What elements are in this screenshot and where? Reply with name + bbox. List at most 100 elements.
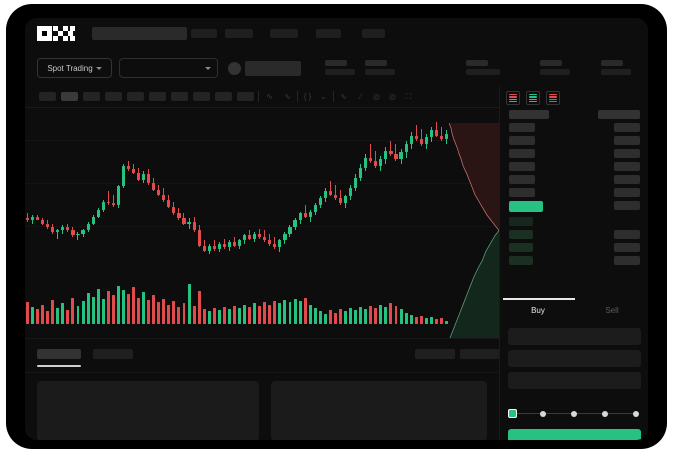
nav-item-derivatives[interactable] xyxy=(270,29,298,38)
timeframe-button-4[interactable] xyxy=(105,92,122,101)
candle-body xyxy=(207,245,211,251)
search-input[interactable] xyxy=(92,27,187,40)
indicator-icon[interactable]: ∿ xyxy=(266,92,273,101)
line-chart-icon[interactable]: ∿ xyxy=(340,92,347,101)
tab-sell[interactable]: Sell xyxy=(605,306,619,315)
volume-bar xyxy=(137,297,141,324)
market-type-select[interactable]: Spot Trading xyxy=(37,58,112,78)
orderbook-bid-row[interactable] xyxy=(509,230,533,239)
orderbook-bid-row[interactable] xyxy=(614,230,640,239)
tab-open-orders[interactable] xyxy=(37,349,81,359)
timeframe-button-6[interactable] xyxy=(149,92,166,101)
nav-item-more[interactable] xyxy=(362,29,385,38)
candle-body xyxy=(273,243,277,248)
orderbook-rows[interactable] xyxy=(500,110,648,295)
trading-pair-select[interactable] xyxy=(119,58,218,78)
price-chart[interactable] xyxy=(25,108,499,338)
tab-order-history[interactable] xyxy=(93,349,133,359)
nav-item-earn[interactable] xyxy=(316,29,341,38)
order-percent-slider[interactable] xyxy=(508,408,641,420)
volume-bar xyxy=(424,318,428,324)
candle-body xyxy=(394,154,398,160)
orderbook-bid-row[interactable] xyxy=(509,243,533,252)
slider-dot[interactable] xyxy=(540,410,546,417)
candlestick xyxy=(177,108,181,268)
timeframe-button-3[interactable] xyxy=(83,92,100,101)
chevron-down-icon[interactable]: ⌄ xyxy=(320,92,327,101)
volume-bar xyxy=(394,305,398,324)
drawing-icon[interactable]: ∕ xyxy=(359,92,362,101)
candle-wick xyxy=(339,189,341,205)
orderbook-ask-row[interactable] xyxy=(509,136,535,145)
orderbook-bid-row[interactable] xyxy=(509,256,533,265)
order-price-field[interactable] xyxy=(508,328,641,345)
orderbook-ask-row[interactable] xyxy=(614,188,640,197)
timeframe-button-8[interactable] xyxy=(193,92,210,101)
volume-bar xyxy=(51,300,55,324)
orderbook-mode-both[interactable] xyxy=(506,91,520,105)
toolbar-divider xyxy=(297,91,298,102)
timeframe-button-10[interactable] xyxy=(237,92,254,101)
fullscreen-icon[interactable]: ⛶ xyxy=(405,92,412,101)
orderbook-ask-row[interactable] xyxy=(614,149,640,158)
order-total-field[interactable] xyxy=(508,372,641,389)
nav-item-markets[interactable] xyxy=(191,29,217,38)
orderbook-mode-bids[interactable] xyxy=(526,91,540,105)
volume-bar xyxy=(202,309,206,324)
orderbook-ask-row[interactable] xyxy=(509,123,535,132)
orderbook-ask-row[interactable] xyxy=(614,123,640,132)
candlestick xyxy=(66,108,70,268)
candle-body xyxy=(66,226,70,231)
volume-bar xyxy=(127,294,130,324)
candle-wick xyxy=(249,230,251,241)
timeframe-button-9[interactable] xyxy=(215,92,232,101)
place-order-button[interactable] xyxy=(508,429,641,440)
slider-dot[interactable] xyxy=(602,410,608,417)
volume-bar xyxy=(369,305,373,324)
orderbook-ask-row[interactable] xyxy=(614,201,640,210)
candle-body xyxy=(278,240,282,248)
volume-bar xyxy=(187,284,191,324)
orderbook-bid-row[interactable] xyxy=(509,217,533,226)
gridline xyxy=(25,226,499,227)
volume-bar xyxy=(132,287,135,324)
orderbook-bid-row[interactable] xyxy=(614,243,640,252)
orderbook-ask-row[interactable] xyxy=(509,149,535,158)
slider-dot[interactable] xyxy=(633,410,639,417)
orderbook-ask-row[interactable] xyxy=(509,175,535,184)
candlestick xyxy=(248,108,252,268)
orderbook-bid-row[interactable] xyxy=(614,256,640,265)
tab-buy[interactable]: Buy xyxy=(531,306,545,315)
slider-handle[interactable] xyxy=(508,409,517,418)
compare-icon[interactable]: ∿ xyxy=(284,92,291,101)
okx-logo[interactable] xyxy=(37,26,81,41)
timeframe-button-5[interactable] xyxy=(127,92,144,101)
bottom-action-1[interactable] xyxy=(415,349,455,359)
nav-item-trade[interactable] xyxy=(225,29,253,38)
camera-icon[interactable]: ◎ xyxy=(373,92,380,101)
candle-wick xyxy=(420,128,422,146)
orderbook-ask-row[interactable] xyxy=(614,162,640,171)
orderbook-mode-asks[interactable] xyxy=(546,91,560,105)
orderbook-ask-row[interactable] xyxy=(509,188,535,197)
orderbook-ask-row[interactable] xyxy=(509,162,535,171)
chart-toolbar: ∿ ∿ { } ⌄ ∿ ∕ ◎ ◎ ⛶ xyxy=(25,86,499,108)
settings-icon[interactable]: { } xyxy=(303,92,312,101)
timeframe-button-1[interactable] xyxy=(39,92,56,101)
candlestick xyxy=(394,108,398,268)
volume-bar xyxy=(293,298,297,324)
volume-bar xyxy=(283,300,287,324)
candlestick xyxy=(263,108,267,268)
candle-body xyxy=(419,138,423,144)
orderbook-ask-row[interactable] xyxy=(614,136,640,145)
order-amount-field[interactable] xyxy=(508,350,641,367)
bottom-action-2[interactable] xyxy=(460,349,500,359)
candlestick xyxy=(202,108,206,268)
refresh-icon[interactable]: ◎ xyxy=(389,92,396,101)
candle-body xyxy=(354,177,358,188)
timeframe-button-2[interactable] xyxy=(61,92,78,101)
candle-body xyxy=(349,188,353,197)
slider-dot[interactable] xyxy=(571,410,577,417)
timeframe-button-7[interactable] xyxy=(171,92,188,101)
orderbook-ask-row[interactable] xyxy=(614,175,640,184)
